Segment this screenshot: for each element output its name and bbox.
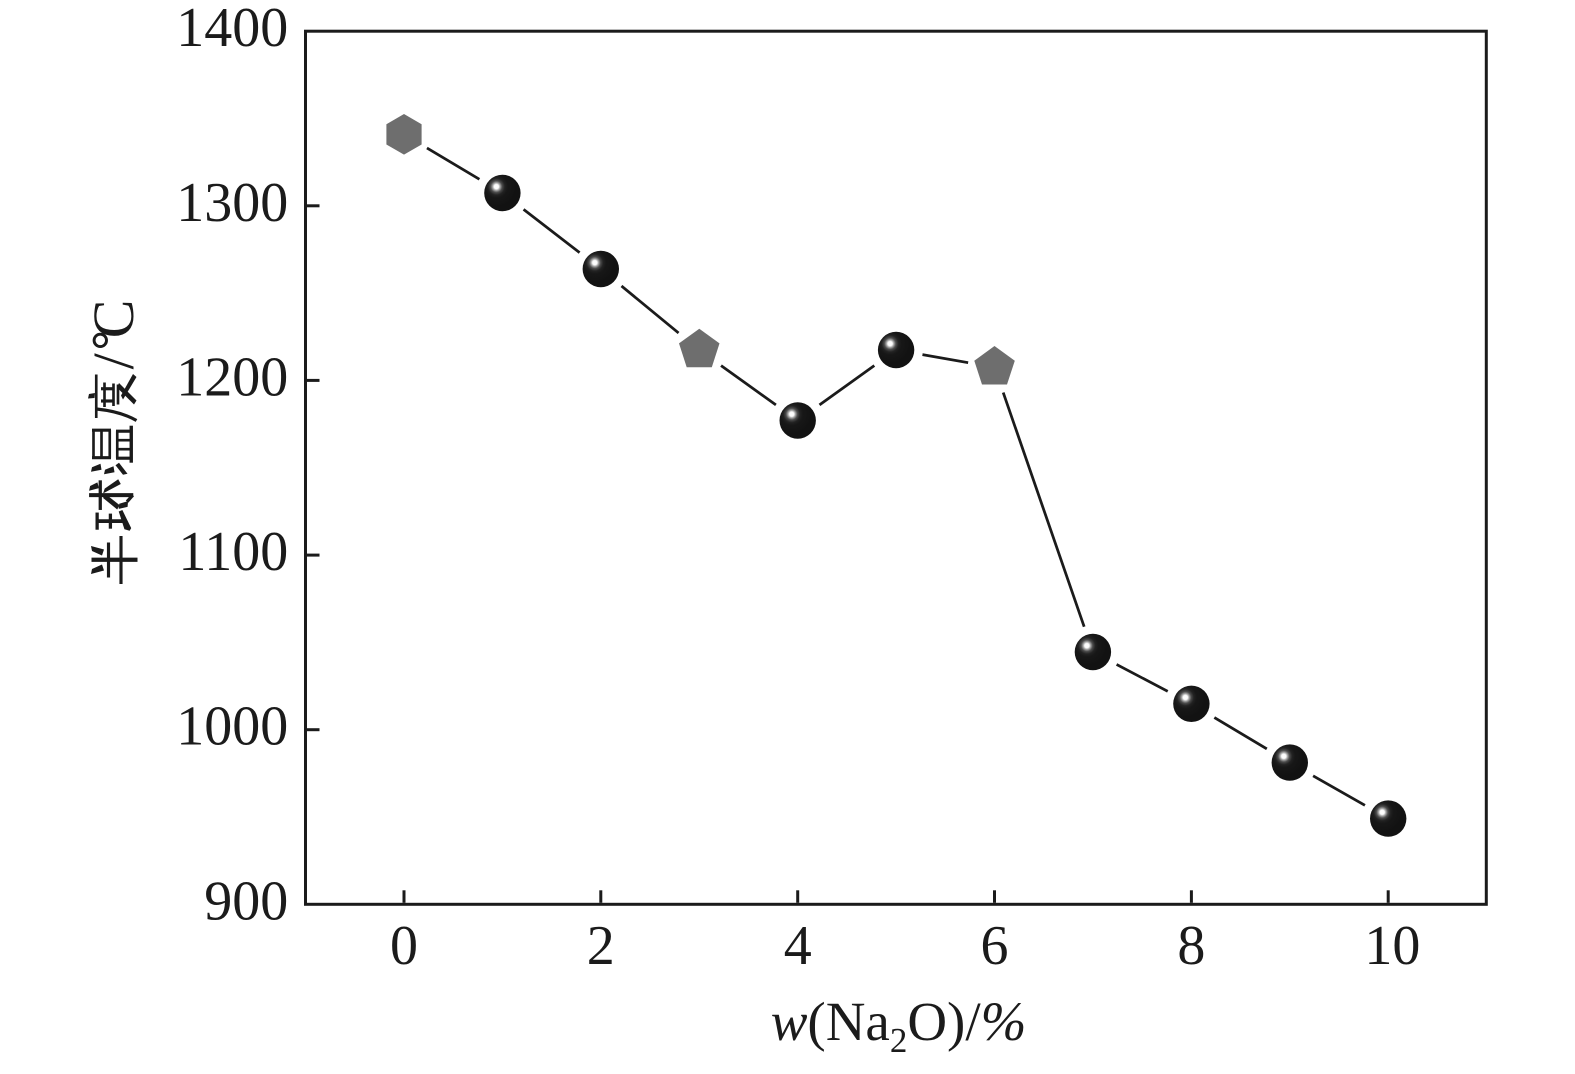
svg-text:2: 2 <box>587 915 615 977</box>
svg-text:/: / <box>81 352 146 369</box>
svg-text:1000: 1000 <box>176 696 288 758</box>
svg-text:1400: 1400 <box>176 0 288 59</box>
svg-text:8: 8 <box>1177 915 1205 977</box>
svg-text:4: 4 <box>784 915 812 977</box>
svg-text:1200: 1200 <box>176 346 288 408</box>
svg-text:10: 10 <box>1364 915 1420 977</box>
svg-text:900: 900 <box>204 870 288 932</box>
svg-text:C: C <box>81 300 146 339</box>
svg-text:6: 6 <box>981 915 1009 977</box>
svg-text:0: 0 <box>390 915 418 977</box>
svg-text:1100: 1100 <box>178 521 288 583</box>
svg-text:1300: 1300 <box>176 172 288 234</box>
